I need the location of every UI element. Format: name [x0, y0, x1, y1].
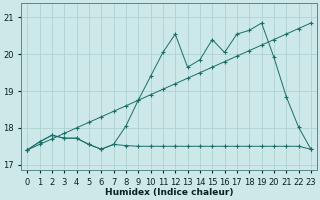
- X-axis label: Humidex (Indice chaleur): Humidex (Indice chaleur): [105, 188, 233, 197]
